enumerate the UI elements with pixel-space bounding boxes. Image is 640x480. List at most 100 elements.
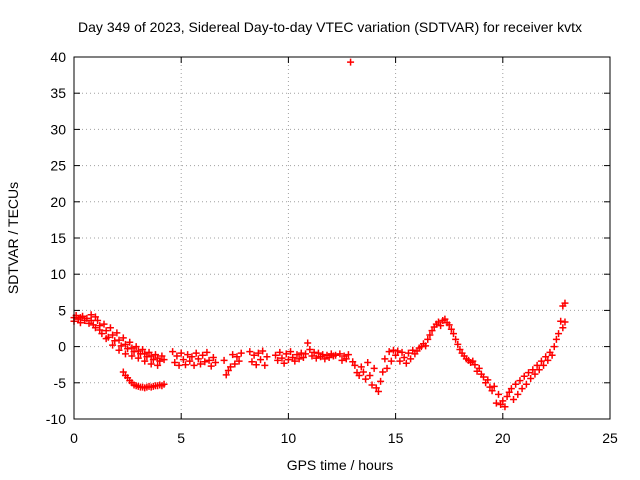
data-point [383, 364, 391, 372]
data-point [302, 350, 310, 358]
data-point [224, 366, 232, 374]
y-tick-label: -10 [46, 411, 66, 427]
data-point [454, 340, 462, 348]
data-point [550, 343, 558, 351]
data-point [359, 368, 367, 376]
data-point [109, 341, 117, 349]
data-point [113, 329, 121, 337]
data-point [227, 363, 235, 371]
data-point [196, 360, 204, 368]
data-point [355, 372, 363, 380]
data-point [471, 361, 479, 369]
data-point [287, 348, 295, 356]
data-point [400, 353, 408, 361]
data-point [87, 317, 95, 325]
data-point [357, 363, 365, 371]
y-tick-label: 30 [50, 121, 66, 137]
data-point [139, 345, 147, 353]
y-tick-label: 10 [50, 266, 66, 282]
data-point [456, 345, 464, 353]
data-point [537, 357, 545, 365]
data-point [555, 330, 563, 338]
data-point [364, 359, 372, 367]
x-tick-label: 5 [177, 430, 185, 446]
data-point [212, 359, 220, 367]
x-tick-label: 0 [70, 430, 78, 446]
data-point [261, 361, 269, 369]
data-point [177, 349, 185, 357]
data-point [561, 318, 569, 326]
data-point [246, 348, 254, 356]
data-point [76, 319, 84, 327]
data-point [379, 368, 387, 376]
data-point [492, 399, 500, 407]
x-tick-label: 15 [388, 430, 404, 446]
data-point [190, 361, 198, 369]
data-point [205, 356, 213, 364]
data-point [377, 377, 385, 385]
data-point [407, 355, 415, 363]
data-point [154, 361, 162, 369]
data-point [79, 312, 87, 320]
data-point [434, 318, 442, 326]
data-point [115, 336, 123, 344]
data-point [141, 357, 149, 365]
y-axis-label: SDTVAR / TECUs [5, 182, 21, 294]
data-point [398, 348, 406, 356]
data-point [250, 351, 258, 359]
data-point [171, 359, 179, 367]
x-tick-label: 10 [281, 430, 297, 446]
data-point [192, 349, 200, 357]
data-point [381, 355, 389, 363]
data-point [109, 331, 117, 339]
data-point [158, 352, 166, 360]
data-point [280, 359, 288, 367]
data-point [121, 340, 129, 348]
data-point [126, 338, 134, 346]
y-tick-label: 25 [50, 158, 66, 174]
data-point [497, 401, 505, 409]
data-point [175, 361, 183, 369]
data-point [231, 360, 239, 368]
plot-area-frame [73, 56, 611, 420]
data-point [102, 327, 110, 335]
data-point [514, 390, 522, 398]
data-point [194, 355, 202, 363]
data-point [480, 373, 488, 381]
data-point [201, 358, 209, 366]
data-point [207, 362, 215, 370]
data-point [561, 299, 569, 307]
data-point [102, 335, 110, 343]
y-tick-label: 20 [50, 194, 66, 210]
data-point [374, 387, 382, 395]
data-point [475, 364, 483, 372]
data-point [366, 372, 374, 380]
data-point [169, 348, 177, 356]
data-point [181, 361, 189, 369]
data-point [222, 371, 230, 379]
data-point [248, 358, 256, 366]
y-tick-label: 15 [50, 230, 66, 246]
data-point [535, 366, 543, 374]
y-tick-label: 5 [58, 302, 66, 318]
data-point [351, 361, 359, 369]
data-point [308, 352, 316, 360]
data-point [252, 361, 260, 369]
data-point [404, 349, 412, 357]
data-point [396, 357, 404, 365]
y-tick-label: 0 [58, 339, 66, 355]
data-point [274, 356, 282, 364]
data-point [160, 380, 168, 388]
data-point [235, 357, 243, 365]
data-point [276, 348, 284, 356]
data-point [426, 331, 434, 339]
data-point [186, 357, 194, 365]
data-point [147, 360, 155, 368]
data-point [385, 348, 393, 356]
data-point [347, 58, 355, 66]
data-point [544, 356, 552, 364]
chart-title: Day 349 of 2023, Sidereal Day-to-day VTE… [78, 19, 582, 35]
data-point [531, 370, 539, 378]
data-point [306, 345, 314, 353]
